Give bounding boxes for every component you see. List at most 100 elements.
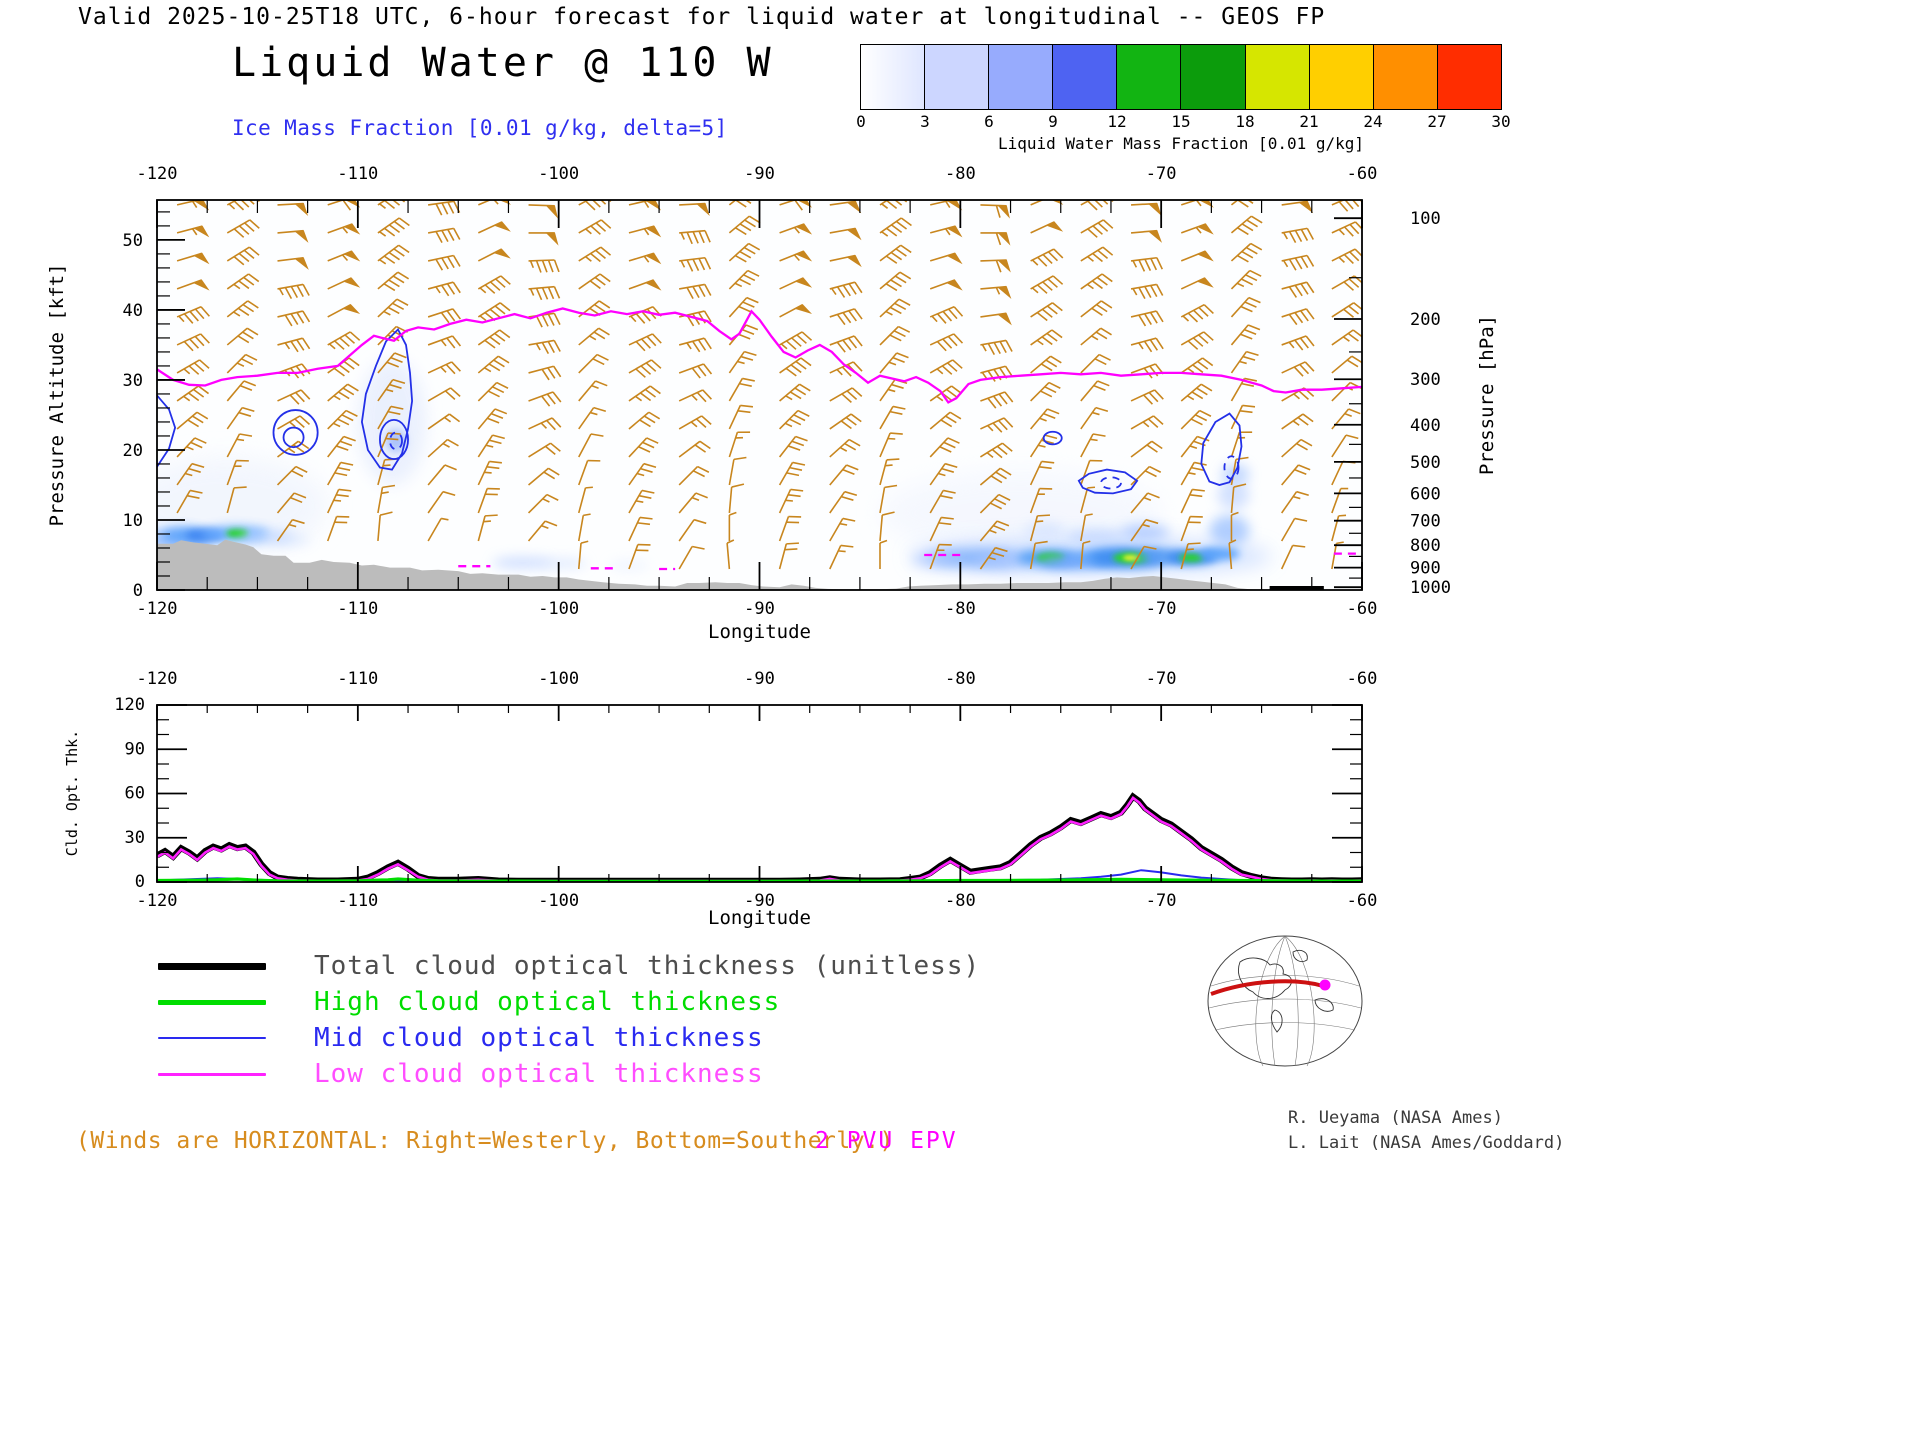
svg-text:-80: -80 xyxy=(945,164,976,184)
svg-text:60: 60 xyxy=(125,784,145,804)
svg-text:-110: -110 xyxy=(337,669,378,689)
svg-text:500: 500 xyxy=(1410,453,1441,473)
colorbar-tick: 30 xyxy=(1491,112,1511,131)
epv-label: 2 PVU EPV xyxy=(815,1128,958,1154)
svg-text:400: 400 xyxy=(1410,416,1441,436)
colorbar-tick: 0 xyxy=(856,112,866,131)
svg-text:200: 200 xyxy=(1410,310,1441,330)
svg-text:-60: -60 xyxy=(1347,599,1378,619)
high-line-swatch xyxy=(158,999,266,1005)
svg-text:-80: -80 xyxy=(945,669,976,689)
svg-text:900: 900 xyxy=(1410,559,1441,579)
svg-text:90: 90 xyxy=(125,739,145,759)
tropopause-line xyxy=(157,307,1362,571)
colorbar-tick: 12 xyxy=(1107,112,1127,131)
ice-mass-fraction-subtitle: Ice Mass Fraction [0.01 g/kg, delta=5] xyxy=(232,116,728,140)
wind-barbs-layer xyxy=(176,200,1362,570)
colorbar-cell xyxy=(1117,45,1182,109)
colorbar-tick: 3 xyxy=(920,112,930,131)
pressure-axis-label: Pressure [hPa] xyxy=(1476,314,1498,476)
svg-text:-100: -100 xyxy=(538,599,579,619)
credit-line-2: L. Lait (NASA Ames/Goddard) xyxy=(1288,1133,1565,1153)
legend-label-total: Total cloud optical thickness (unitless) xyxy=(314,951,981,981)
svg-text:-120: -120 xyxy=(137,669,178,689)
main-plot-axes xyxy=(156,199,1363,591)
map-inset xyxy=(1207,935,1363,1067)
svg-text:100: 100 xyxy=(1410,209,1441,229)
svg-text:600: 600 xyxy=(1410,484,1441,504)
legend-item-low: Low cloud optical thickness xyxy=(158,1056,980,1092)
legend-item-high: High cloud optical thickness xyxy=(158,984,980,1020)
legend-label-mid: Mid cloud optical thickness xyxy=(314,1023,764,1053)
svg-text:-110: -110 xyxy=(337,599,378,619)
page-title: Liquid Water @ 110 W xyxy=(232,40,774,86)
surface-bar xyxy=(1269,586,1324,590)
svg-text:0: 0 xyxy=(135,872,145,892)
mid-line-swatch xyxy=(158,1037,266,1039)
globe-outline xyxy=(1207,935,1363,1067)
svg-text:-100: -100 xyxy=(538,669,579,689)
colorbar-tick: 15 xyxy=(1171,112,1191,131)
lower-plot-axes xyxy=(156,704,1363,883)
svg-text:-100: -100 xyxy=(538,164,579,184)
svg-text:-110: -110 xyxy=(337,891,378,911)
colorbar-cell xyxy=(1245,45,1310,109)
svg-text:-90: -90 xyxy=(744,891,775,911)
svg-text:-100: -100 xyxy=(538,891,579,911)
longitude-marker-dot xyxy=(1319,979,1331,991)
svg-text:-90: -90 xyxy=(744,599,775,619)
colorbar-label: Liquid Water Mass Fraction [0.01 g/kg] xyxy=(997,134,1365,153)
graticule xyxy=(1208,935,1362,1067)
colorbar-tick: 6 xyxy=(984,112,994,131)
winds-note: (Winds are HORIZONTAL: Right=Westerly, B… xyxy=(76,1128,894,1154)
colorbar-tick: 21 xyxy=(1299,112,1319,131)
colorbar-tick: 24 xyxy=(1363,112,1383,131)
svg-text:-60: -60 xyxy=(1347,669,1378,689)
svg-text:-120: -120 xyxy=(137,891,178,911)
lower-xlabel: Longitude xyxy=(708,907,811,929)
total-line-swatch xyxy=(158,962,266,970)
colorbar-cell xyxy=(1181,45,1246,109)
svg-text:30: 30 xyxy=(125,828,145,848)
svg-text:20: 20 xyxy=(123,441,143,461)
valid-time-line: Valid 2025-10-25T18 UTC, 6-hour forecast… xyxy=(78,4,1326,30)
colorbar-cell xyxy=(1437,45,1501,109)
colorbar-cell xyxy=(989,45,1054,109)
credit-line-1: R. Ueyama (NASA Ames) xyxy=(1288,1108,1503,1128)
legend-label-high: High cloud optical thickness xyxy=(314,987,781,1017)
continents-outline xyxy=(1238,949,1334,1033)
svg-text:-110: -110 xyxy=(337,164,378,184)
legend-item-mid: Mid cloud optical thickness xyxy=(158,1020,980,1056)
cloud-optical-thickness-axis-label: Cld. Opt. Thk. xyxy=(63,729,81,857)
colorbar-tick: 18 xyxy=(1235,112,1255,131)
svg-text:-70: -70 xyxy=(1146,669,1177,689)
svg-text:10: 10 xyxy=(123,511,143,531)
pressure-altitude-axis-label: Pressure Altitude [kft] xyxy=(46,263,68,527)
svg-text:30: 30 xyxy=(123,371,143,391)
ice-contours-layer xyxy=(157,327,1243,495)
main-plot-background xyxy=(157,200,1362,590)
colorbar-cell xyxy=(925,45,990,109)
colorbar-tick: 9 xyxy=(1048,112,1058,131)
svg-text:120: 120 xyxy=(114,695,145,715)
legend: Total cloud optical thickness (unitless)… xyxy=(158,948,980,1092)
svg-text:-70: -70 xyxy=(1146,599,1177,619)
svg-text:-60: -60 xyxy=(1347,164,1378,184)
svg-text:800: 800 xyxy=(1410,536,1441,556)
svg-text:-90: -90 xyxy=(744,164,775,184)
svg-text:-90: -90 xyxy=(744,669,775,689)
colorbar-tick: 27 xyxy=(1427,112,1447,131)
svg-text:300: 300 xyxy=(1410,370,1441,390)
svg-text:-70: -70 xyxy=(1146,164,1177,184)
svg-text:-80: -80 xyxy=(945,599,976,619)
svg-text:-80: -80 xyxy=(945,891,976,911)
svg-text:700: 700 xyxy=(1410,512,1441,532)
cross-section-track xyxy=(1210,979,1324,996)
colorbar: 0 3 6 9 12 15 18 21 24 27 30 Liquid Water Mass Fra… xyxy=(856,44,1511,153)
svg-text:40: 40 xyxy=(123,301,143,321)
colorbar-cell xyxy=(1053,45,1118,109)
svg-text:50: 50 xyxy=(123,231,143,251)
svg-text:-120: -120 xyxy=(137,164,178,184)
